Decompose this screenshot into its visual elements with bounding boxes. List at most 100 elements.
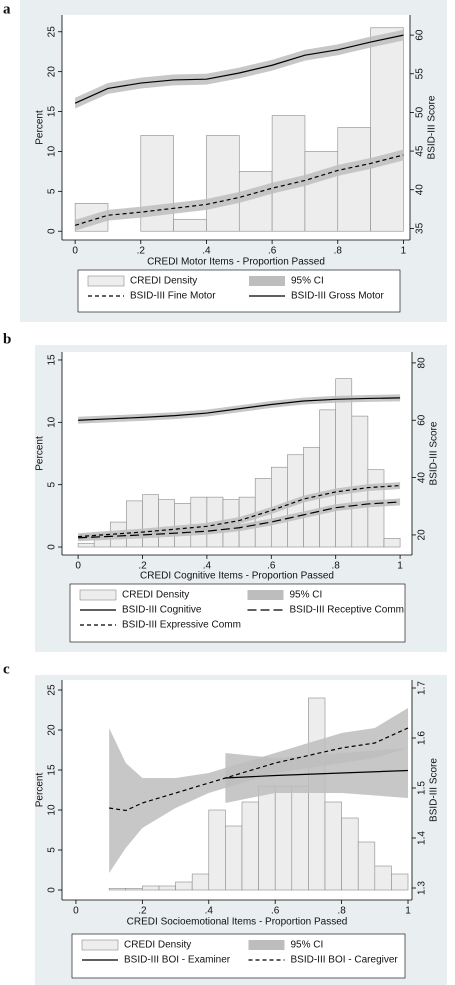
histogram-bar <box>190 496 208 548</box>
histogram-bar <box>391 873 409 891</box>
legend-label: 95% CI <box>291 940 324 951</box>
histogram-bar <box>383 537 401 548</box>
line <box>225 769 409 779</box>
y-tick-label: 0 <box>47 544 58 550</box>
histogram-bar <box>367 469 385 548</box>
line <box>109 727 409 812</box>
histogram-bar <box>374 865 392 891</box>
histogram-bar <box>206 135 240 232</box>
x-axis-title: CREDI Socioemotional Items - Proportion … <box>127 917 348 928</box>
x-axis-title: CREDI Motor Items - Proportion Passed <box>147 257 325 268</box>
y-tick-label: 5 <box>47 481 58 487</box>
y2-axis-title: BSID-III Score <box>427 95 438 159</box>
legend-label: BSID-III BOI - Examiner <box>124 955 231 966</box>
y-tick-label: 20 <box>47 66 58 78</box>
histogram-bar <box>271 115 306 232</box>
histogram-bar <box>337 127 371 232</box>
histogram-bar <box>291 785 309 891</box>
y-tick-label: 10 <box>47 416 58 428</box>
x-tick-label: .8 <box>337 906 346 917</box>
y-axis-title: Percent <box>35 110 46 145</box>
x-tick-label: .8 <box>334 246 343 257</box>
histogram-bar <box>126 500 143 548</box>
legend-label: 95% CI <box>290 590 323 601</box>
y-tick-label: 15 <box>47 354 58 366</box>
histogram-bar <box>319 409 336 548</box>
y2-axis-title: BSID-III Score <box>429 758 440 822</box>
x-tick-label: 1 <box>397 561 403 572</box>
x-axis-title: CREDI Cognitive Items - Proportion Passe… <box>140 571 334 582</box>
legend-box <box>69 583 406 643</box>
histogram-bar <box>158 499 175 548</box>
x-tick-label: .4 <box>202 246 211 257</box>
histogram-bar <box>274 785 293 891</box>
histogram-bar <box>341 817 359 891</box>
y-tick-label: 15 <box>47 106 58 118</box>
legend-swatch <box>79 589 117 601</box>
y2-tick-label: 35 <box>415 222 426 234</box>
y2-tick-label: 40 <box>415 184 426 196</box>
y-axis-title: Percent <box>35 436 46 471</box>
histogram-bar <box>142 885 160 891</box>
panel-label: b <box>3 331 11 347</box>
x-tick-label: 0 <box>73 906 79 917</box>
legend-label: BSID-III Fine Motor <box>130 291 216 302</box>
histogram-bar <box>241 801 259 891</box>
y-tick-label: 5 <box>47 188 58 194</box>
line <box>78 485 401 538</box>
histogram-bar <box>208 809 226 891</box>
legend-label: BSID-III Cognitive <box>122 605 202 616</box>
histogram-bar <box>370 27 404 232</box>
y2-tick-label: 40 <box>417 472 428 484</box>
y2-tick-label: 45 <box>415 145 426 157</box>
legend-swatch <box>87 275 125 287</box>
legend-swatch <box>247 590 284 600</box>
x-tick-label: 1 <box>401 246 407 257</box>
y-tick-label: 10 <box>47 804 58 816</box>
ci-band <box>75 149 404 231</box>
y-tick-label: 20 <box>47 724 58 736</box>
line <box>78 501 401 539</box>
y2-tick-label: 1.6 <box>417 731 428 745</box>
y2-tick-label: 20 <box>417 529 428 541</box>
panel-label: c <box>3 661 10 677</box>
y2-tick-label: 1.7 <box>417 681 428 695</box>
histogram-bar <box>173 218 207 232</box>
x-tick-label: .4 <box>205 906 214 917</box>
x-tick-label: .8 <box>332 561 341 572</box>
histogram-bar <box>324 801 342 891</box>
histogram-bar <box>308 697 326 891</box>
y-axis-title: Percent <box>35 773 46 808</box>
legend-label: CREDI Density <box>124 940 191 951</box>
y2-tick-label: 50 <box>415 106 426 118</box>
y2-tick-label: 60 <box>417 414 428 426</box>
histogram-bar <box>351 415 369 548</box>
histogram-bar <box>158 885 176 891</box>
y-tick-label: 10 <box>47 145 58 157</box>
line <box>78 397 401 421</box>
y-tick-label: 25 <box>47 26 58 38</box>
y-tick-label: 0 <box>47 887 58 893</box>
histogram-bar <box>335 378 353 548</box>
x-tick-label: 0 <box>75 561 81 572</box>
legend-box <box>77 269 401 313</box>
legend-label: CREDI Density <box>130 276 197 287</box>
legend-label: BSID-III Expressive Comm <box>122 620 241 631</box>
line <box>74 154 404 226</box>
x-tick-label: 1 <box>405 906 411 917</box>
y2-tick-label: 1.4 <box>417 831 428 845</box>
y2-tick-label: 1.5 <box>417 781 428 795</box>
histogram-bar <box>77 542 95 548</box>
y-tick-label: 25 <box>47 684 58 696</box>
histogram-bar <box>357 841 376 891</box>
legend-label: BSID-III Receptive Comm <box>290 605 404 616</box>
legend-box <box>71 933 406 979</box>
legend-label: CREDI Density <box>122 590 189 601</box>
x-tick-label: .2 <box>138 561 147 572</box>
ci-band <box>78 482 401 541</box>
ci-band <box>109 708 409 873</box>
y-tick-label: 0 <box>47 228 58 234</box>
y2-tick-label: 1.3 <box>417 881 428 895</box>
legend-swatch <box>248 940 285 950</box>
